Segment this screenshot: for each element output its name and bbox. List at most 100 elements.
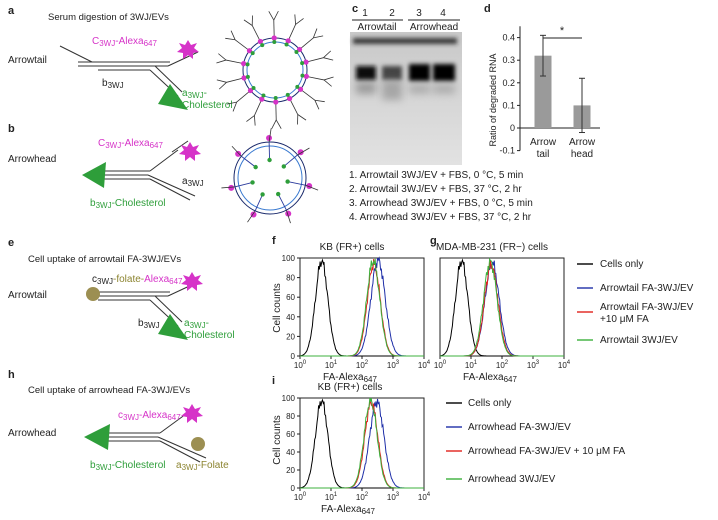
svg-text:b3WJ-Cholesterol: b3WJ-Cholesterol [90, 460, 165, 472]
x-tick-exp: 3 [536, 360, 540, 366]
rna-strand [297, 114, 307, 121]
cholesterol-dot-icon [272, 40, 277, 45]
legend-label: Cells only [468, 398, 511, 409]
x-tick-base: 10 [294, 361, 303, 370]
y-tick-label: 0.3 [502, 55, 515, 65]
ev-membrane-inner [237, 145, 303, 211]
y-tick-label: 40 [286, 313, 295, 322]
x-tick-base: 10 [356, 361, 365, 370]
alexa-dot-icon [247, 87, 254, 94]
panel-title: Cell uptake of arrowtail FA-3WJ/EVs [28, 254, 181, 265]
histogram-series [299, 258, 424, 357]
svg-text:C3WJ-Alexa647: C3WJ-Alexa647 [92, 36, 157, 48]
folate-icon [191, 437, 205, 451]
panel-letter: a [8, 5, 15, 17]
rna-strand [234, 181, 253, 188]
x-axis-label-sub: 647 [364, 375, 378, 384]
rna-strand [268, 128, 272, 143]
legend-label: Arrowhead FA-3WJ/EV + 10 μM FA [468, 446, 626, 457]
alexa-dot-icon [241, 75, 247, 81]
c-strand-alexa-sub: 647 [150, 141, 164, 150]
rna-strand [299, 37, 314, 50]
x-axis-label: FA-Alexa [321, 504, 362, 515]
alexa-dot-icon [273, 99, 279, 105]
arrowhead-fa-3wj-diagram [104, 413, 207, 463]
x-tick-label: 102 [356, 492, 369, 502]
cholesterol-arrow-icon [158, 314, 188, 340]
alexa-dot-icon [241, 61, 247, 67]
rna-strand [225, 59, 244, 65]
panel-title: KB (FR+) cells [320, 242, 385, 253]
rna-strand [300, 89, 316, 101]
c-strand-alexa-sub: 647 [144, 39, 158, 48]
rna-strand [286, 209, 291, 224]
a-strand-label: a [176, 460, 182, 471]
c-strand-sub: 3WJ [99, 39, 115, 48]
y-tick-label: 0 [291, 352, 296, 361]
y-tick-label: 0 [291, 484, 296, 493]
panel-f: f KB (FR+) cells Cell counts 100 101 102 10… [272, 235, 431, 384]
a-strand-dash: - [204, 88, 207, 99]
x-tick-base: 10 [356, 493, 365, 502]
x-tick-base: 10 [465, 361, 474, 370]
y-tick-label: 40 [286, 448, 295, 457]
a-strand-label: a [182, 176, 188, 187]
histogram-series [440, 260, 564, 357]
x-tick-base: 10 [418, 361, 427, 370]
rna-strand [225, 37, 236, 41]
histogram-plot: 100 101 102 103 104 [434, 257, 571, 370]
histogram-series [440, 257, 564, 357]
rna-strand [312, 28, 318, 39]
svg-text:b3WJ: b3WJ [102, 78, 124, 90]
x-axis-label-sub: 647 [504, 375, 518, 384]
histogram-series [299, 398, 424, 489]
panel-letter: c [352, 3, 358, 15]
alexa-dot-icon [228, 184, 235, 191]
x-tick-base: 10 [496, 361, 505, 370]
rna-strand [323, 57, 334, 61]
rna-strand [268, 11, 275, 21]
folate-label: -Folate [198, 460, 230, 471]
c-strand-sub: 3WJ [97, 277, 113, 286]
x-tick-label: 103 [527, 360, 540, 370]
cholesterol-label: Cholesterol [182, 100, 233, 111]
c-strand-alexa: -Alexa [121, 138, 150, 149]
alexa-dot-icon [286, 95, 293, 102]
x-tick-base: 10 [558, 361, 567, 370]
y-tick-label: 0.4 [502, 33, 515, 43]
panel-i: i KB (FR+) cells Cell counts 100 101 102 10… [272, 375, 431, 516]
svg-text:C3WJ-Alexa647: C3WJ-Alexa647 [98, 138, 163, 150]
rna-strand [283, 154, 298, 167]
rna-strand [323, 50, 332, 58]
rna-strand [314, 100, 320, 110]
cholesterol-dot-icon [260, 43, 265, 48]
histogram-series [439, 258, 564, 357]
histogram-series [300, 397, 424, 489]
x-tick-exp: 4 [427, 492, 431, 498]
arrowtail-fa-3wj-diagram [98, 281, 199, 327]
x-tick-exp: 1 [334, 360, 338, 366]
x-tick-exp: 3 [396, 360, 400, 366]
rna-strand [241, 155, 256, 168]
panel-letter: g [430, 235, 437, 247]
x-tick-label: 100 [294, 360, 307, 370]
x-tick-base: 10 [325, 361, 334, 370]
rna-strand [230, 30, 236, 40]
gel-legend-item: 1. Arrowtail 3WJ/EV + FBS, 0 °C, 5 min [349, 170, 523, 181]
construct-label: Arrowtail [8, 290, 47, 301]
y-axis-label: Cell counts [272, 283, 283, 332]
c-strand-alexa: -Alexa [139, 410, 168, 421]
svg-text:FA-Alexa647: FA-Alexa647 [321, 504, 375, 516]
rna-strand [287, 181, 306, 186]
alexa-star-icon [179, 142, 201, 161]
rna-strand [251, 25, 261, 42]
x-tick-exp: 4 [567, 360, 571, 366]
rna-strand [271, 119, 277, 130]
y-tick-label: 80 [286, 274, 295, 283]
y-tick-label: 60 [286, 293, 295, 302]
cholesterol-dot-icon [261, 93, 266, 98]
cholesterol-arrow-icon [84, 424, 110, 450]
x-tick-label: 101 [325, 492, 338, 502]
a-strand-sub: 3WJ [182, 463, 198, 472]
alexa-dot-icon [271, 35, 277, 41]
